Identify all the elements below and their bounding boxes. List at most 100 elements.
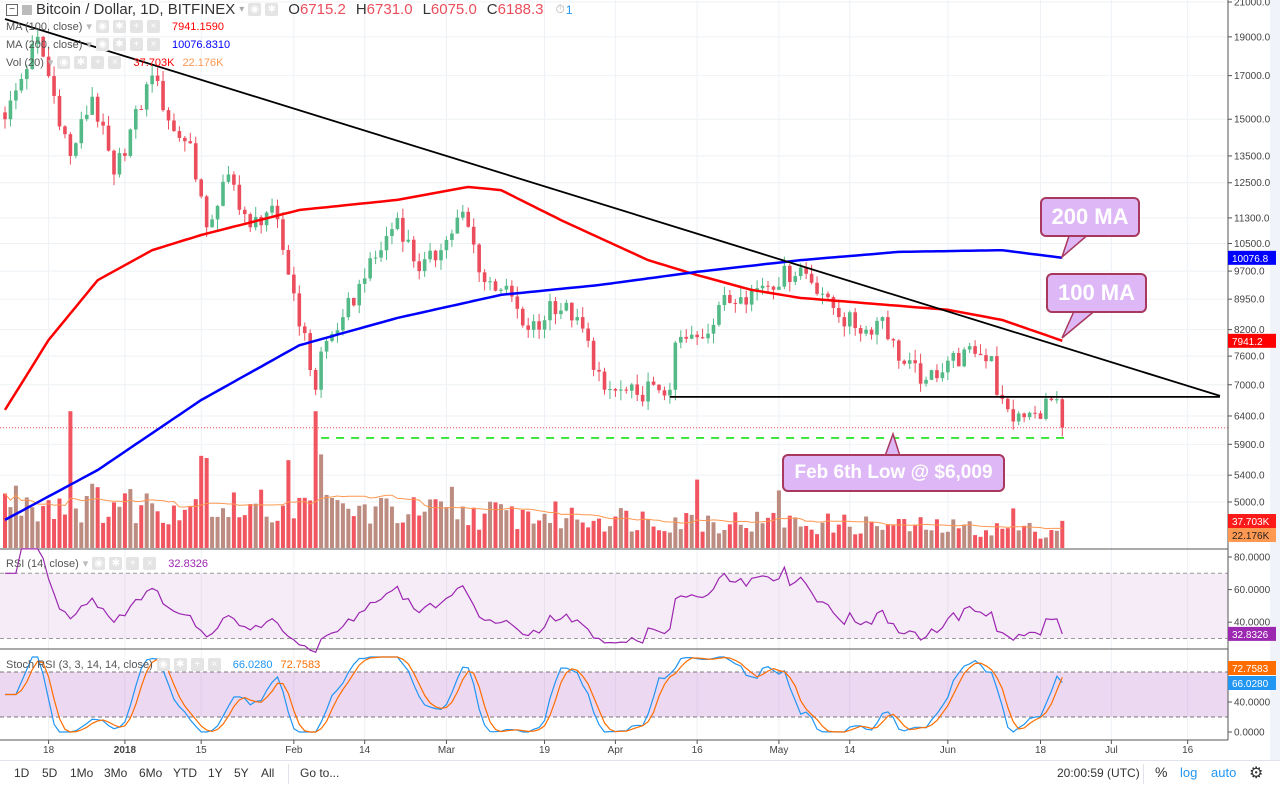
eye-icon[interactable]: ◉ — [95, 20, 109, 33]
volume-bar — [962, 524, 967, 548]
range-ytd[interactable]: YTD — [173, 766, 197, 780]
candle-body — [935, 370, 939, 379]
volume-bar — [793, 517, 798, 548]
volume-bar — [847, 526, 852, 548]
eye-icon[interactable]: ◉ — [95, 38, 109, 51]
plus-icon[interactable]: + — [190, 658, 204, 671]
ma200-label[interactable]: MA (200, close) — [6, 38, 83, 51]
stoch-label[interactable]: Stoch RSI (3, 3, 14, 14, close) — [6, 658, 153, 671]
candle-body — [853, 312, 857, 329]
range-5d[interactable]: 5D — [42, 766, 58, 780]
candle-body — [537, 321, 541, 330]
stoch-tick-label: 0.0000 — [1234, 728, 1265, 739]
candle-body — [237, 184, 242, 210]
ma200-value: 10076.8310 — [171, 38, 231, 51]
ma100-label[interactable]: MA (100, close) — [6, 20, 83, 33]
gear-icon[interactable]: ✱ — [112, 20, 126, 33]
volume-value: 37.703K — [133, 56, 175, 69]
callout-feb-low[interactable]: Feb 6th Low @ $6,009 — [782, 454, 1005, 492]
candle-body — [499, 289, 503, 291]
gear-icon[interactable]: ✱ — [109, 557, 123, 570]
price-tick-label: 7000.0 — [1234, 380, 1265, 391]
candle-body — [368, 258, 372, 279]
candle-body — [847, 312, 852, 327]
volume-label[interactable]: Vol (20) — [6, 56, 44, 69]
candle-body — [733, 302, 738, 304]
close-icon[interactable]: × — [207, 658, 221, 671]
gear-icon[interactable]: ✱ — [74, 56, 88, 69]
rsi-line — [5, 548, 1063, 653]
volume-bar — [880, 529, 885, 548]
gear-icon[interactable]: ✱ — [173, 658, 187, 671]
volume-bar — [362, 504, 367, 548]
eye-icon[interactable]: ◉ — [156, 658, 170, 671]
volume-bar — [651, 526, 656, 548]
candle-body — [35, 36, 40, 44]
candle-body — [123, 153, 127, 156]
time-tick-label: 16 — [1182, 745, 1194, 756]
candle-body — [804, 267, 808, 274]
eye-icon[interactable]: ◉ — [92, 557, 106, 570]
candle-body — [668, 389, 672, 396]
range-3mo[interactable]: 3Mo — [104, 766, 128, 780]
range-1mo[interactable]: 1Mo — [70, 766, 94, 780]
volume-bar — [139, 505, 144, 548]
volume-bar — [237, 517, 242, 548]
rsi-badge-bg — [1228, 626, 1276, 641]
dropdown-icon[interactable]: ▾ — [239, 4, 245, 15]
candle-body — [657, 384, 661, 391]
range-6mo[interactable]: 6Mo — [139, 766, 163, 780]
candle-body — [766, 285, 770, 287]
volume-bar — [951, 519, 956, 548]
plus-icon[interactable]: + — [91, 56, 105, 69]
volume-bar — [291, 518, 296, 548]
callout-100-ma[interactable]: 100 MA — [1046, 273, 1147, 313]
plus-icon[interactable]: + — [126, 557, 140, 570]
candle-body — [548, 301, 552, 321]
collapse-icon[interactable]: − — [6, 3, 18, 16]
symbol-title[interactable]: Bitcoin / Dollar, 1D, BITFINEX — [36, 1, 236, 18]
close-icon[interactable]: × — [108, 56, 122, 69]
settings-gear-icon[interactable]: ⚙ — [1249, 765, 1264, 782]
volume-bar — [782, 527, 787, 548]
auto-toggle[interactable]: auto — [1211, 765, 1237, 780]
log-toggle[interactable]: log — [1180, 765, 1198, 780]
candle-body — [651, 381, 656, 385]
close-icon[interactable]: × — [146, 20, 160, 33]
volume-bar — [716, 533, 721, 548]
candle-body — [858, 328, 863, 334]
candle-body — [74, 143, 78, 156]
close-icon[interactable]: × — [146, 38, 160, 51]
volume-bar — [193, 499, 198, 548]
stoch-legend: Stoch RSI (3, 3, 14, 14, close) ◉ ✱ + × 66.… — [6, 658, 320, 671]
range-5y[interactable]: 5Y — [234, 766, 249, 780]
range-1y[interactable]: 1Y — [208, 766, 223, 780]
candle-body — [302, 326, 307, 334]
candle-body — [330, 334, 334, 341]
eye-icon[interactable]: ◉ — [57, 56, 71, 69]
candle-body — [1022, 413, 1026, 418]
goto-button[interactable]: Go to... — [300, 766, 340, 780]
range-all[interactable]: All — [261, 766, 275, 780]
range-1d[interactable]: 1D — [14, 766, 30, 780]
plus-icon[interactable]: + — [129, 38, 143, 51]
volume-bar — [564, 518, 569, 548]
callout-200-ma[interactable]: 200 MA — [1040, 197, 1140, 237]
close-icon[interactable]: × — [143, 557, 157, 570]
volume-bar — [493, 502, 498, 548]
candle-body — [461, 211, 465, 218]
candle-body — [335, 330, 340, 335]
plus-icon[interactable]: + — [129, 20, 143, 33]
alert-clock-icon[interactable]: ⏱ — [555, 2, 565, 16]
percent-toggle[interactable]: % — [1155, 764, 1168, 780]
volume-bar — [657, 530, 661, 548]
candle-body — [161, 80, 165, 111]
eye-icon[interactable]: ◉ — [248, 3, 262, 16]
gear-icon[interactable]: ✱ — [265, 3, 279, 16]
gear-icon[interactable]: ✱ — [112, 38, 126, 51]
price-tick-label: 10500.0 — [1234, 239, 1271, 250]
ma100-line — [3, 185, 1063, 411]
time-tick-label: 18 — [43, 745, 55, 756]
rsi-label[interactable]: RSI (14, close) — [6, 557, 79, 570]
